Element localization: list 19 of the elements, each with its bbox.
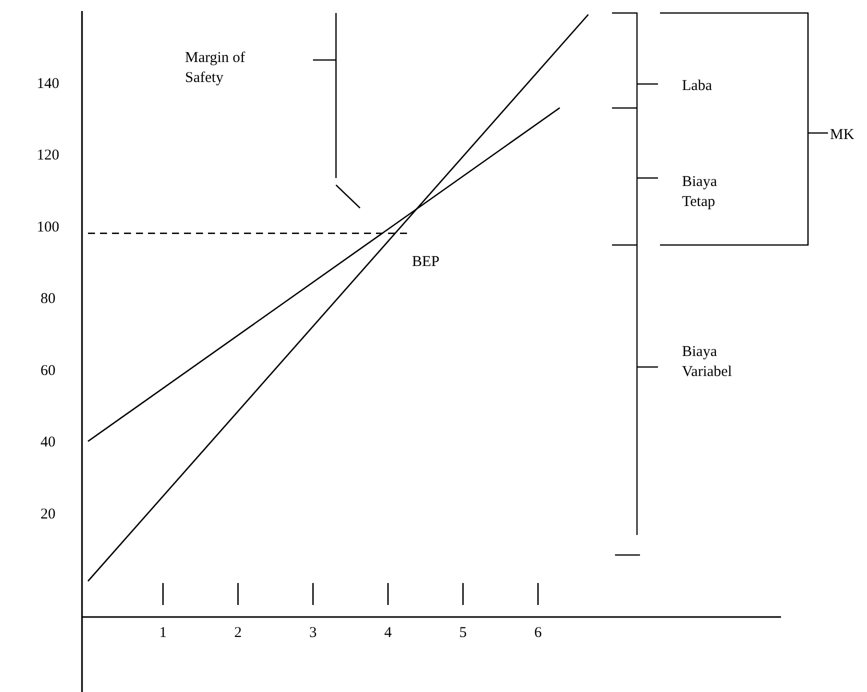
x-tick-label: 1 <box>159 625 167 641</box>
y-tick-label: 100 <box>36 219 60 236</box>
annotation: Biaya Variabel <box>682 344 732 380</box>
x-tick-label: 4 <box>384 625 392 641</box>
annotation: Biaya Tetap <box>682 174 718 210</box>
text: MK <box>830 127 854 143</box>
y-tick-label: 80 <box>40 291 56 308</box>
y-tick-label: 40 <box>40 434 56 451</box>
annotation: BEP <box>412 254 440 270</box>
annotation: Margin of Safety <box>185 50 246 86</box>
y-tick-label: 60 <box>40 362 56 379</box>
y-tick-label: 120 <box>36 148 60 164</box>
x-tick-label: 6 <box>534 625 542 641</box>
x-tick-label: 5 <box>459 625 467 641</box>
y-tick-label: 20 <box>40 506 56 522</box>
x-tick-label: 2 <box>234 625 242 641</box>
x-tick-label: 3 <box>309 625 317 641</box>
annotation: Laba <box>682 78 712 94</box>
y-tick-label: 140 <box>36 76 60 92</box>
